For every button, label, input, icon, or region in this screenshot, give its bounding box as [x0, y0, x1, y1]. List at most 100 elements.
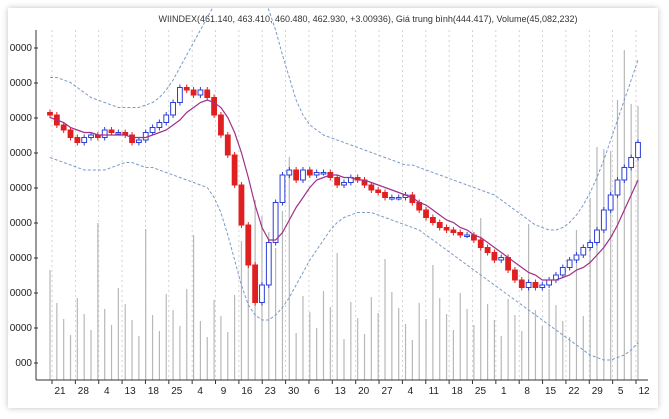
x-tick-label: 9 [221, 386, 227, 397]
lower-band-line [49, 157, 639, 361]
candle-body [388, 197, 395, 200]
x-tick-label: 12 [638, 386, 650, 397]
candle-body [197, 89, 204, 96]
candle-body [259, 284, 265, 303]
candle-body [546, 279, 553, 286]
upper-band-line [50, 8, 639, 231]
candle-body [368, 184, 375, 191]
candle-body [320, 172, 327, 175]
candle-body [272, 202, 279, 243]
candle-body [607, 194, 614, 211]
candle-body [81, 137, 88, 143]
x-tick-label: 20 [358, 386, 370, 397]
x-tick-label: 23 [265, 386, 277, 397]
candle-body [635, 142, 641, 158]
candle-body [108, 129, 115, 133]
y-tick-label: 0000 [10, 43, 33, 54]
y-tick-label: 0000 [10, 323, 33, 334]
candles [47, 84, 641, 306]
candle-body [341, 182, 347, 186]
candle-body [224, 134, 231, 156]
x-tick-label: 11 [429, 386, 440, 397]
candle-body [477, 239, 484, 248]
candle-body [177, 87, 183, 103]
candle-body [512, 269, 518, 281]
candle-body [183, 87, 190, 91]
candle-body [293, 169, 300, 181]
candle-body [566, 259, 573, 268]
candle-body [74, 137, 81, 143]
volume-bars [49, 50, 639, 380]
candle-body [498, 257, 505, 261]
candle-body [115, 132, 122, 135]
candle-body [539, 284, 546, 288]
candle-body [204, 89, 211, 98]
candle-body [580, 247, 587, 256]
axes: 0000000000000000000000000000000000000002… [10, 30, 650, 397]
x-tick-label: 22 [568, 386, 580, 397]
chart-title: WIINDEX(461.140, 463.410, 460.480, 462.9… [158, 14, 577, 24]
x-tick-label: 5 [618, 386, 624, 397]
candle-body [594, 229, 600, 243]
candle-body [464, 234, 470, 237]
y-tick-label: 0000 [10, 253, 33, 264]
y-tick-label: 0000 [10, 113, 33, 124]
y-tick-label: 0000 [10, 78, 33, 89]
candle-body [491, 252, 498, 261]
x-tick-label: 27 [381, 386, 393, 397]
candle-body [600, 209, 607, 231]
candle-body [395, 197, 402, 200]
y-tick-label: 000 [15, 358, 32, 369]
candle-body [252, 264, 259, 303]
candle-body [88, 134, 94, 138]
candle-body [129, 134, 135, 143]
chart-frame: WIINDEX(461.140, 463.410, 460.480, 462.9… [8, 8, 658, 408]
candle-body [443, 227, 450, 231]
candle-body [532, 282, 539, 288]
x-tick-label: 1 [501, 386, 507, 397]
x-tick-label: 13 [335, 386, 347, 397]
x-tick-label: 30 [288, 386, 300, 397]
candle-body [286, 169, 293, 176]
candle-body [518, 279, 525, 288]
candle-body [306, 169, 313, 176]
y-tick-label: 0000 [10, 288, 33, 299]
candle-body [436, 222, 443, 228]
candle-body [334, 177, 341, 186]
candle-body [621, 167, 628, 181]
x-tick-label: 4 [104, 386, 110, 397]
candle-body [375, 189, 382, 193]
candle-body [559, 267, 566, 276]
candle-body [238, 184, 245, 226]
x-tick-label: 21 [54, 386, 66, 397]
y-tick-label: 0000 [10, 218, 33, 229]
y-tick-label: 0000 [10, 183, 33, 194]
candle-body [423, 209, 429, 218]
candle-body [484, 247, 491, 253]
x-tick-label: 25 [475, 386, 487, 397]
candle-body [300, 169, 306, 181]
candle-body [156, 122, 163, 128]
candle-body [190, 89, 197, 96]
candle-body [313, 172, 320, 176]
candle-body [382, 192, 388, 198]
candle-body [135, 139, 142, 143]
x-tick-label: 25 [171, 386, 183, 397]
candle-body [279, 174, 286, 203]
candle-body [429, 217, 436, 223]
candle-body [587, 242, 594, 248]
candle-body [47, 112, 53, 116]
candle-body [628, 157, 635, 168]
x-tick-label: 4 [197, 386, 203, 397]
x-tick-label: 28 [78, 386, 90, 397]
candle-body [163, 114, 170, 123]
x-tick-label: 16 [241, 386, 253, 397]
candle-body [525, 282, 532, 288]
x-tick-label: 15 [545, 386, 557, 397]
x-tick-label: 18 [452, 386, 464, 397]
candle-body [60, 124, 67, 131]
bollinger-bands [49, 8, 639, 361]
candle-body [149, 127, 156, 133]
x-tick-label: 4 [408, 386, 414, 397]
candlestick-chart: WIINDEX(461.140, 463.410, 460.480, 462.9… [10, 8, 650, 397]
